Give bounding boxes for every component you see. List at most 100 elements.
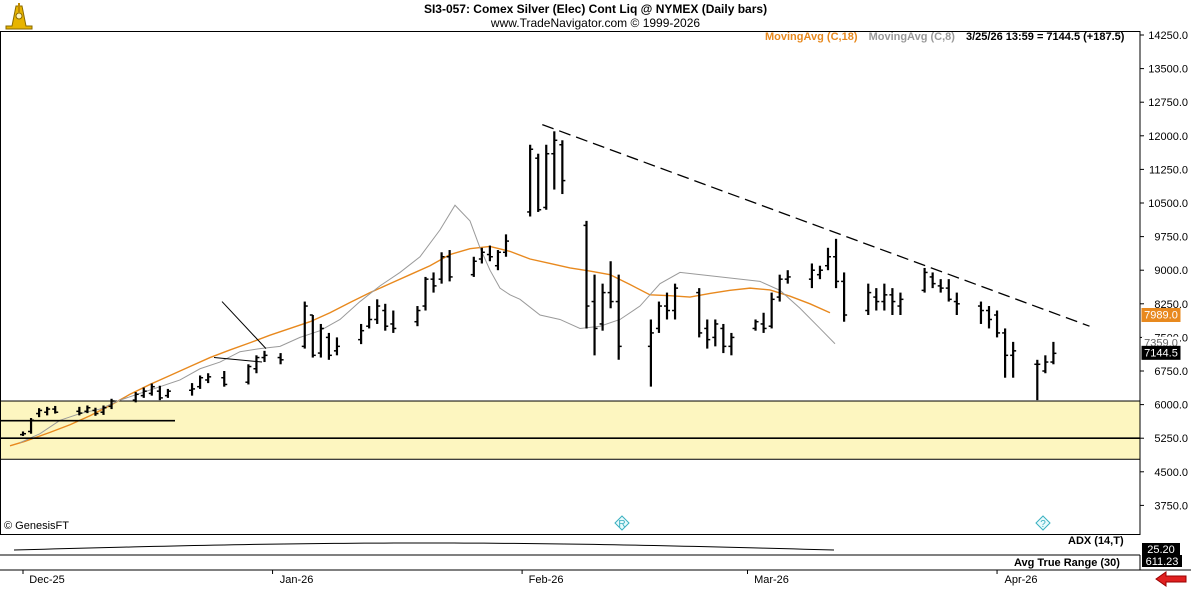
y-tick-label: 5250.0 xyxy=(1154,433,1188,445)
ohlc-bar xyxy=(986,306,992,329)
ohlc-bar xyxy=(873,288,880,311)
ohlc-bar xyxy=(1002,328,1009,378)
ohlc-bar xyxy=(358,323,365,345)
support-zone xyxy=(0,400,1141,460)
legend-ma8[interactable]: MovingAvg (C,8) xyxy=(868,31,955,43)
ohlc-bar xyxy=(921,267,928,293)
adx-label[interactable]: ADX (14,T) xyxy=(1068,535,1124,547)
adx-line xyxy=(13,542,835,551)
y-tick-label: 11250.0 xyxy=(1149,164,1188,176)
ohlc-bar xyxy=(414,306,421,327)
y-tick-label: 4500.0 xyxy=(1154,467,1188,479)
adx-value-flag xyxy=(1142,543,1180,555)
ohlc-bar xyxy=(301,301,308,349)
ohlc-bar xyxy=(36,408,43,418)
ohlc-bar xyxy=(945,279,952,302)
ohlc-bar xyxy=(108,398,115,410)
x-tick-label: Apr-26 xyxy=(1005,574,1038,586)
ohlc-bar xyxy=(704,319,711,349)
ohlc-bar xyxy=(953,292,960,315)
ohlc-bar xyxy=(92,407,99,416)
ohlc-bar xyxy=(76,406,83,416)
ma18-line xyxy=(9,245,831,447)
ohlc-bar xyxy=(1050,341,1057,365)
ohlc-bar xyxy=(784,270,791,284)
ohlc-bar xyxy=(132,392,139,403)
ohlc-bar xyxy=(430,272,437,293)
ohlc-bar xyxy=(591,274,598,356)
ohlc-bar xyxy=(317,323,324,358)
y-tick-label: 9000.0 xyxy=(1154,265,1188,277)
ohlc-bar xyxy=(977,301,984,324)
ohlc-bar xyxy=(808,263,815,289)
y-tick-label: 13500.0 xyxy=(1148,64,1188,76)
ohlc-bar xyxy=(607,261,614,309)
chart-title: SI3-057: Comex Silver (Elec) Cont Liq @ … xyxy=(423,2,768,16)
ohlc-bar xyxy=(655,301,662,333)
ohlc-bar xyxy=(478,247,485,264)
ohlc-bar xyxy=(446,250,453,282)
ohlc-bar xyxy=(720,323,727,354)
ohlc-bar xyxy=(889,288,896,315)
ohlc-bar xyxy=(374,299,381,324)
ohlc-bar xyxy=(647,319,654,387)
y-tick-label: 12000.0 xyxy=(1148,131,1188,143)
ohlc-bar xyxy=(994,310,1001,338)
x-tick-label: Feb-26 xyxy=(529,574,564,586)
ohlc-bar xyxy=(44,406,51,416)
ohlc-bar xyxy=(164,388,171,398)
ohlc-bar xyxy=(261,350,268,363)
ohlc-bar xyxy=(100,405,107,415)
legend-ma18[interactable]: MovingAvg (C,18) xyxy=(765,31,858,43)
ohlc-bar xyxy=(486,245,493,262)
ma8-line xyxy=(19,204,836,444)
ohlc-bar xyxy=(816,265,823,280)
r-marker-icon[interactable]: R xyxy=(614,515,630,531)
ohlc-bar xyxy=(841,272,848,322)
ohlc-bar xyxy=(245,364,252,385)
y-tick-label: 14250.0 xyxy=(1148,30,1188,42)
y-tick-label: 6750.0 xyxy=(1154,366,1188,378)
ohlc-bar xyxy=(52,405,59,414)
pattern-line xyxy=(221,301,267,349)
ohlc-bar xyxy=(728,332,735,356)
ohlc-bar xyxy=(881,283,888,311)
ohlc-bar xyxy=(253,355,260,374)
ohlc-bar xyxy=(551,131,558,190)
ohlc-bar xyxy=(664,292,670,320)
price-flag-label: 7989.0 xyxy=(1144,309,1178,321)
copyright-text: © GenesisFT xyxy=(4,520,69,532)
ohlc-bar xyxy=(559,140,566,195)
ohlc-bar xyxy=(20,431,26,436)
ohlc-bar xyxy=(760,312,767,333)
ohlc-bar xyxy=(494,250,501,271)
ohlc-bar xyxy=(937,279,944,293)
ohlc-bar xyxy=(390,310,397,333)
ohlc-bar xyxy=(897,292,904,315)
question-marker-icon[interactable]: ? xyxy=(1035,515,1051,531)
ohlc-bar xyxy=(325,332,332,360)
ohlc-bar xyxy=(1034,359,1041,401)
ohlc-bar xyxy=(712,319,719,347)
atr-label[interactable]: Avg True Range (30) xyxy=(1014,557,1120,569)
ohlc-bar xyxy=(825,247,831,271)
x-tick-label: Mar-26 xyxy=(754,574,789,586)
ohlc-bar xyxy=(696,288,703,338)
ohlc-bar xyxy=(1042,355,1049,374)
ohlc-bar xyxy=(527,144,534,217)
r-marker-text: R xyxy=(618,519,625,530)
scroll-right-arrow-icon[interactable] xyxy=(1154,571,1188,587)
chart-legend: MovingAvg (C,18) MovingAvg (C,8) 3/25/26… xyxy=(765,31,1124,43)
legend-quote: 3/25/26 13:59 = 7144.5 (+187.5) xyxy=(966,31,1125,43)
ohlc-bar xyxy=(535,153,542,212)
ohlc-bar xyxy=(438,252,445,284)
y-tick-label: 6000.0 xyxy=(1154,400,1188,412)
ohlc-bar xyxy=(333,337,340,356)
ohlc-bar xyxy=(672,283,679,320)
ohlc-bar xyxy=(156,385,163,401)
ohlc-bar xyxy=(221,371,228,387)
ohlc-bar xyxy=(615,274,622,360)
adx-value: 25.20 xyxy=(1147,544,1175,556)
y-tick-label: 8250.0 xyxy=(1154,299,1188,311)
